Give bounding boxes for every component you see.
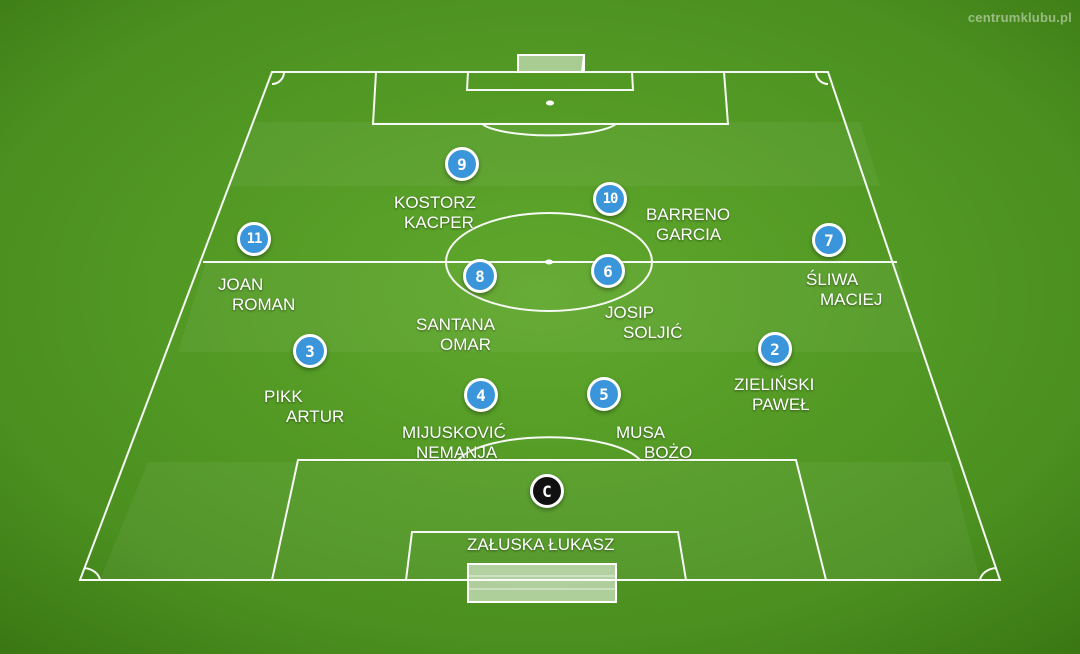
player-name-7: ŚLIWA MACIEJ <box>806 270 882 310</box>
player-badge-3[interactable]: 3 <box>293 334 327 368</box>
player-badge-6[interactable]: 6 <box>591 254 625 288</box>
player-badge-11[interactable]: 11 <box>237 222 271 256</box>
watermark: centrumklubu.pl <box>967 10 1072 25</box>
player-badge-2[interactable]: 2 <box>758 332 792 366</box>
player-name-goalkeeper: ZAŁUSKA ŁUKASZ <box>467 535 614 555</box>
player-name-6: JOSIP SOLJIĆ <box>605 303 683 343</box>
player-second-line: KACPER <box>404 213 474 232</box>
player-first-line: ZAŁUSKA ŁUKASZ <box>467 535 615 554</box>
player-second-line: SOLJIĆ <box>623 323 683 342</box>
player-name-10: BARRENO GARCIA <box>646 205 730 245</box>
player-second-line: ARTUR <box>286 407 345 426</box>
captain-badge[interactable]: C <box>530 474 564 508</box>
player-badge-5[interactable]: 5 <box>587 377 621 411</box>
player-second-line: BOŻO <box>644 443 693 462</box>
player-first-line: BARRENO <box>646 205 731 224</box>
player-badge-7[interactable]: 7 <box>812 223 846 257</box>
player-badge-9[interactable]: 9 <box>445 147 479 181</box>
player-name-5: MUSA BOŻO <box>616 423 692 463</box>
player-name-8: SANTANA OMAR <box>416 315 495 355</box>
player-first-line: JOSIP <box>605 303 655 322</box>
player-name-2: ZIELIŃSKI PAWEŁ <box>734 375 814 415</box>
player-first-line: ŚLIWA <box>806 270 859 289</box>
player-first-line: JOAN <box>218 275 264 294</box>
player-first-line: MIJUSKOVIĆ <box>402 423 506 442</box>
player-name-11: JOAN ROMAN <box>218 275 295 315</box>
player-second-line: OMAR <box>440 335 491 354</box>
player-first-line: KOSTORZ <box>394 193 476 212</box>
player-badge-10[interactable]: 10 <box>593 182 627 216</box>
player-second-line: PAWEŁ <box>752 395 810 414</box>
player-first-line: MUSA <box>616 423 666 442</box>
player-badge-8[interactable]: 8 <box>463 259 497 293</box>
player-first-line: PIKK <box>264 387 303 406</box>
player-first-line: ZIELIŃSKI <box>734 375 815 394</box>
player-name-3: PIKK ARTUR <box>264 387 344 427</box>
player-second-line: NEMANJA <box>416 443 498 462</box>
player-name-4: MIJUSKOVIĆ NEMANJA <box>402 423 506 463</box>
player-name-9: KOSTORZ KACPER <box>394 193 476 233</box>
player-badge-4[interactable]: 4 <box>464 378 498 412</box>
player-second-line: ROMAN <box>232 295 296 314</box>
player-second-line: MACIEJ <box>820 290 883 309</box>
player-first-line: SANTANA <box>416 315 496 334</box>
player-second-line: GARCIA <box>656 225 722 244</box>
